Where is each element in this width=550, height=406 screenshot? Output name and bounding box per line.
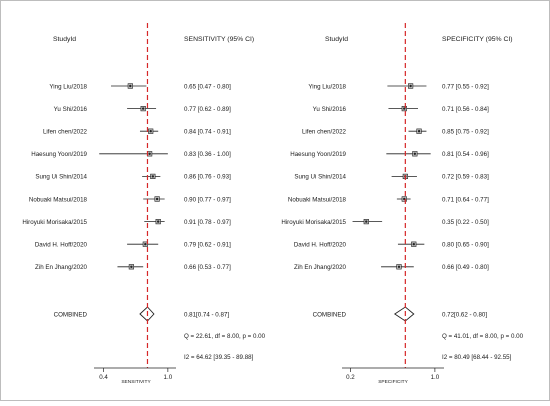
sensitivity-study-rows: Ying Liu/2018 0.65 [0.47 - 0.80] Yu Shi/20… bbox=[22, 83, 231, 271]
specificity-point-estimate bbox=[409, 84, 412, 88]
specificity-x-tick-label: 1.0 bbox=[431, 374, 440, 381]
sensitivity-study-row: Ying Liu/2018 0.65 [0.47 - 0.80] bbox=[49, 83, 231, 90]
sensitivity-point-estimate bbox=[144, 243, 147, 246]
sensitivity-study-value: 0.66 [0.53 - 0.77] bbox=[184, 264, 231, 271]
specificity-study-row: David H. Hoff/2020 0.80 [0.65 - 0.90] bbox=[294, 242, 489, 249]
specificity-combined-diamond bbox=[393, 306, 415, 322]
sensitivity-study-value: 0.83 [0.36 - 1.00] bbox=[184, 151, 231, 158]
sensitivity-study-label: Yu Shi/2016 bbox=[54, 106, 88, 113]
specificity-panel: StudyId SPECIFICITY (95% CI) Ying Liu/20… bbox=[281, 23, 524, 385]
specificity-study-row: Yu Shi/2016 0.71 [0.56 - 0.84] bbox=[313, 106, 489, 113]
sensitivity-study-label: Sung Ui Shin/2014 bbox=[35, 174, 87, 181]
specificity-study-label: Yu Shi/2016 bbox=[313, 106, 347, 113]
specificity-study-label: Lifen chen/2022 bbox=[302, 129, 347, 136]
sensitivity-point-estimate bbox=[151, 175, 155, 178]
sensitivity-study-value: 0.79 [0.62 - 0.91] bbox=[184, 242, 231, 249]
specificity-study-label: Haesung Yoon/2019 bbox=[290, 151, 346, 158]
specificity-study-value: 0.77 [0.55 - 0.92] bbox=[442, 83, 489, 90]
sensitivity-study-value: 0.65 [0.47 - 0.80] bbox=[184, 83, 231, 90]
specificity-metric-header: SPECIFICITY (95% CI) bbox=[442, 36, 513, 43]
sensitivity-study-row: David H. Hoff/2020 0.79 [0.62 - 0.91] bbox=[35, 242, 231, 249]
specificity-studyid-header: StudyId bbox=[325, 36, 348, 43]
sensitivity-heterogeneity-q: Q = 22.61, df = 8.00, p = 0.00 bbox=[184, 333, 266, 340]
sensitivity-point-estimate bbox=[129, 84, 132, 88]
sensitivity-point-estimate bbox=[141, 107, 145, 110]
sensitivity-combined-label: COMBINED bbox=[54, 311, 88, 318]
specificity-study-row: Lifen chen/2022 0.85 [0.75 - 0.92] bbox=[302, 129, 489, 136]
specificity-study-value: 0.81 [0.54 - 0.96] bbox=[442, 151, 489, 158]
sensitivity-study-label: Hiroyuki Morisaka/2015 bbox=[22, 219, 87, 226]
specificity-study-label: Hiroyuki Morisaka/2015 bbox=[281, 219, 346, 226]
sensitivity-studyid-header: StudyId bbox=[53, 36, 76, 43]
sensitivity-study-value: 0.77 [0.62 - 0.89] bbox=[184, 106, 231, 113]
specificity-heterogeneity-q: Q = 41.01, df = 8.00, p = 0.00 bbox=[442, 333, 524, 340]
specificity-heterogeneity-i2: I2 = 80.49 [68.44 - 92.55] bbox=[442, 354, 512, 361]
sensitivity-point-estimate bbox=[157, 220, 160, 223]
specificity-point-estimate bbox=[417, 130, 421, 133]
sensitivity-point-estimate bbox=[155, 197, 159, 201]
sensitivity-x-tick-label: 1.0 bbox=[164, 374, 173, 381]
sensitivity-heterogeneity-i2: I2 = 64.62 [39.35 - 89.88] bbox=[184, 354, 254, 361]
sensitivity-study-label: Lifen chen/2022 bbox=[43, 129, 88, 136]
sensitivity-study-label: Nobuaki Matsui/2018 bbox=[29, 196, 88, 203]
specificity-study-value: 0.85 [0.75 - 0.92] bbox=[442, 129, 489, 136]
sensitivity-point-estimate bbox=[148, 152, 151, 155]
sensitivity-study-row: Zih En Jhang/2020 0.66 [0.53 - 0.77] bbox=[35, 264, 231, 271]
sensitivity-study-row: Hiroyuki Morisaka/2015 0.91 [0.78 - 0.97] bbox=[22, 219, 231, 226]
specificity-study-label: Ying Liu/2018 bbox=[308, 83, 346, 90]
specificity-combined-label: COMBINED bbox=[313, 311, 347, 318]
specificity-x-axis-label: SPECIFICITY bbox=[378, 379, 408, 385]
sensitivity-study-label: Zih En Jhang/2020 bbox=[35, 264, 88, 271]
specificity-point-estimate bbox=[412, 243, 415, 246]
specificity-study-row: Ying Liu/2018 0.77 [0.55 - 0.92] bbox=[308, 83, 489, 90]
sensitivity-point-estimate bbox=[149, 130, 152, 133]
specificity-study-label: Sung Ui Shin/2014 bbox=[294, 174, 346, 181]
specificity-point-estimate bbox=[365, 220, 368, 223]
sensitivity-study-value: 0.90 [0.77 - 0.97] bbox=[184, 196, 231, 203]
sensitivity-x-axis-label: SENSITIVITY bbox=[121, 379, 151, 385]
specificity-study-value: 0.72 [0.59 - 0.83] bbox=[442, 174, 489, 181]
sensitivity-study-row: Sung Ui Shin/2014 0.86 [0.76 - 0.93] bbox=[35, 174, 231, 181]
specificity-study-value: 0.66 [0.49 - 0.80] bbox=[442, 264, 489, 271]
specificity-study-label: Zih En Jhang/2020 bbox=[294, 264, 347, 271]
specificity-study-value: 0.35 [0.22 - 0.50] bbox=[442, 219, 489, 226]
specificity-study-value: 0.71 [0.64 - 0.77] bbox=[442, 196, 489, 203]
specificity-study-rows: Ying Liu/2018 0.77 [0.55 - 0.92] Yu Shi/20… bbox=[281, 83, 489, 271]
specificity-study-value: 0.71 [0.56 - 0.84] bbox=[442, 106, 489, 113]
sensitivity-panel: StudyId SENSITIVITY (95% CI) Ying Liu/20… bbox=[22, 23, 266, 385]
specificity-study-row: Hiroyuki Morisaka/2015 0.35 [0.22 - 0.50] bbox=[281, 219, 489, 226]
specificity-point-estimate bbox=[397, 265, 401, 268]
sensitivity-study-row: Lifen chen/2022 0.84 [0.74 - 0.91] bbox=[43, 129, 231, 136]
specificity-combined-value: 0.72[0.62 - 0.80] bbox=[442, 311, 487, 318]
specificity-x-ticks: 0.2 1.0 bbox=[346, 368, 440, 381]
sensitivity-metric-header: SENSITIVITY (95% CI) bbox=[184, 36, 254, 43]
sensitivity-combined-value: 0.81[0.74 - 0.87] bbox=[184, 311, 229, 318]
specificity-study-label: David H. Hoff/2020 bbox=[294, 242, 347, 249]
specificity-study-row: Zih En Jhang/2020 0.66 [0.49 - 0.80] bbox=[294, 264, 489, 271]
sensitivity-study-label: Haesung Yoon/2019 bbox=[31, 151, 87, 158]
sensitivity-study-label: David H. Hoff/2020 bbox=[35, 242, 88, 249]
sensitivity-study-label: Ying Liu/2018 bbox=[49, 83, 87, 90]
specificity-point-estimate bbox=[413, 152, 417, 155]
sensitivity-study-row: Nobuaki Matsui/2018 0.90 [0.77 - 0.97] bbox=[29, 196, 231, 203]
sensitivity-x-tick-label: 0.4 bbox=[99, 374, 108, 381]
sensitivity-point-estimate bbox=[130, 265, 133, 268]
sensitivity-study-row: Yu Shi/2016 0.77 [0.62 - 0.89] bbox=[54, 106, 231, 113]
specificity-study-label: Nobuaki Matsui/2018 bbox=[288, 196, 347, 203]
sensitivity-study-value: 0.84 [0.74 - 0.91] bbox=[184, 129, 231, 136]
sensitivity-study-value: 0.86 [0.76 - 0.93] bbox=[184, 174, 231, 181]
sensitivity-x-ticks: 0.4 1.0 bbox=[99, 368, 173, 381]
specificity-x-tick-label: 0.2 bbox=[346, 374, 355, 381]
specificity-study-value: 0.80 [0.65 - 0.90] bbox=[442, 242, 489, 249]
specificity-study-row: Haesung Yoon/2019 0.81 [0.54 - 0.96] bbox=[290, 151, 489, 158]
sensitivity-study-value: 0.91 [0.78 - 0.97] bbox=[184, 219, 231, 226]
